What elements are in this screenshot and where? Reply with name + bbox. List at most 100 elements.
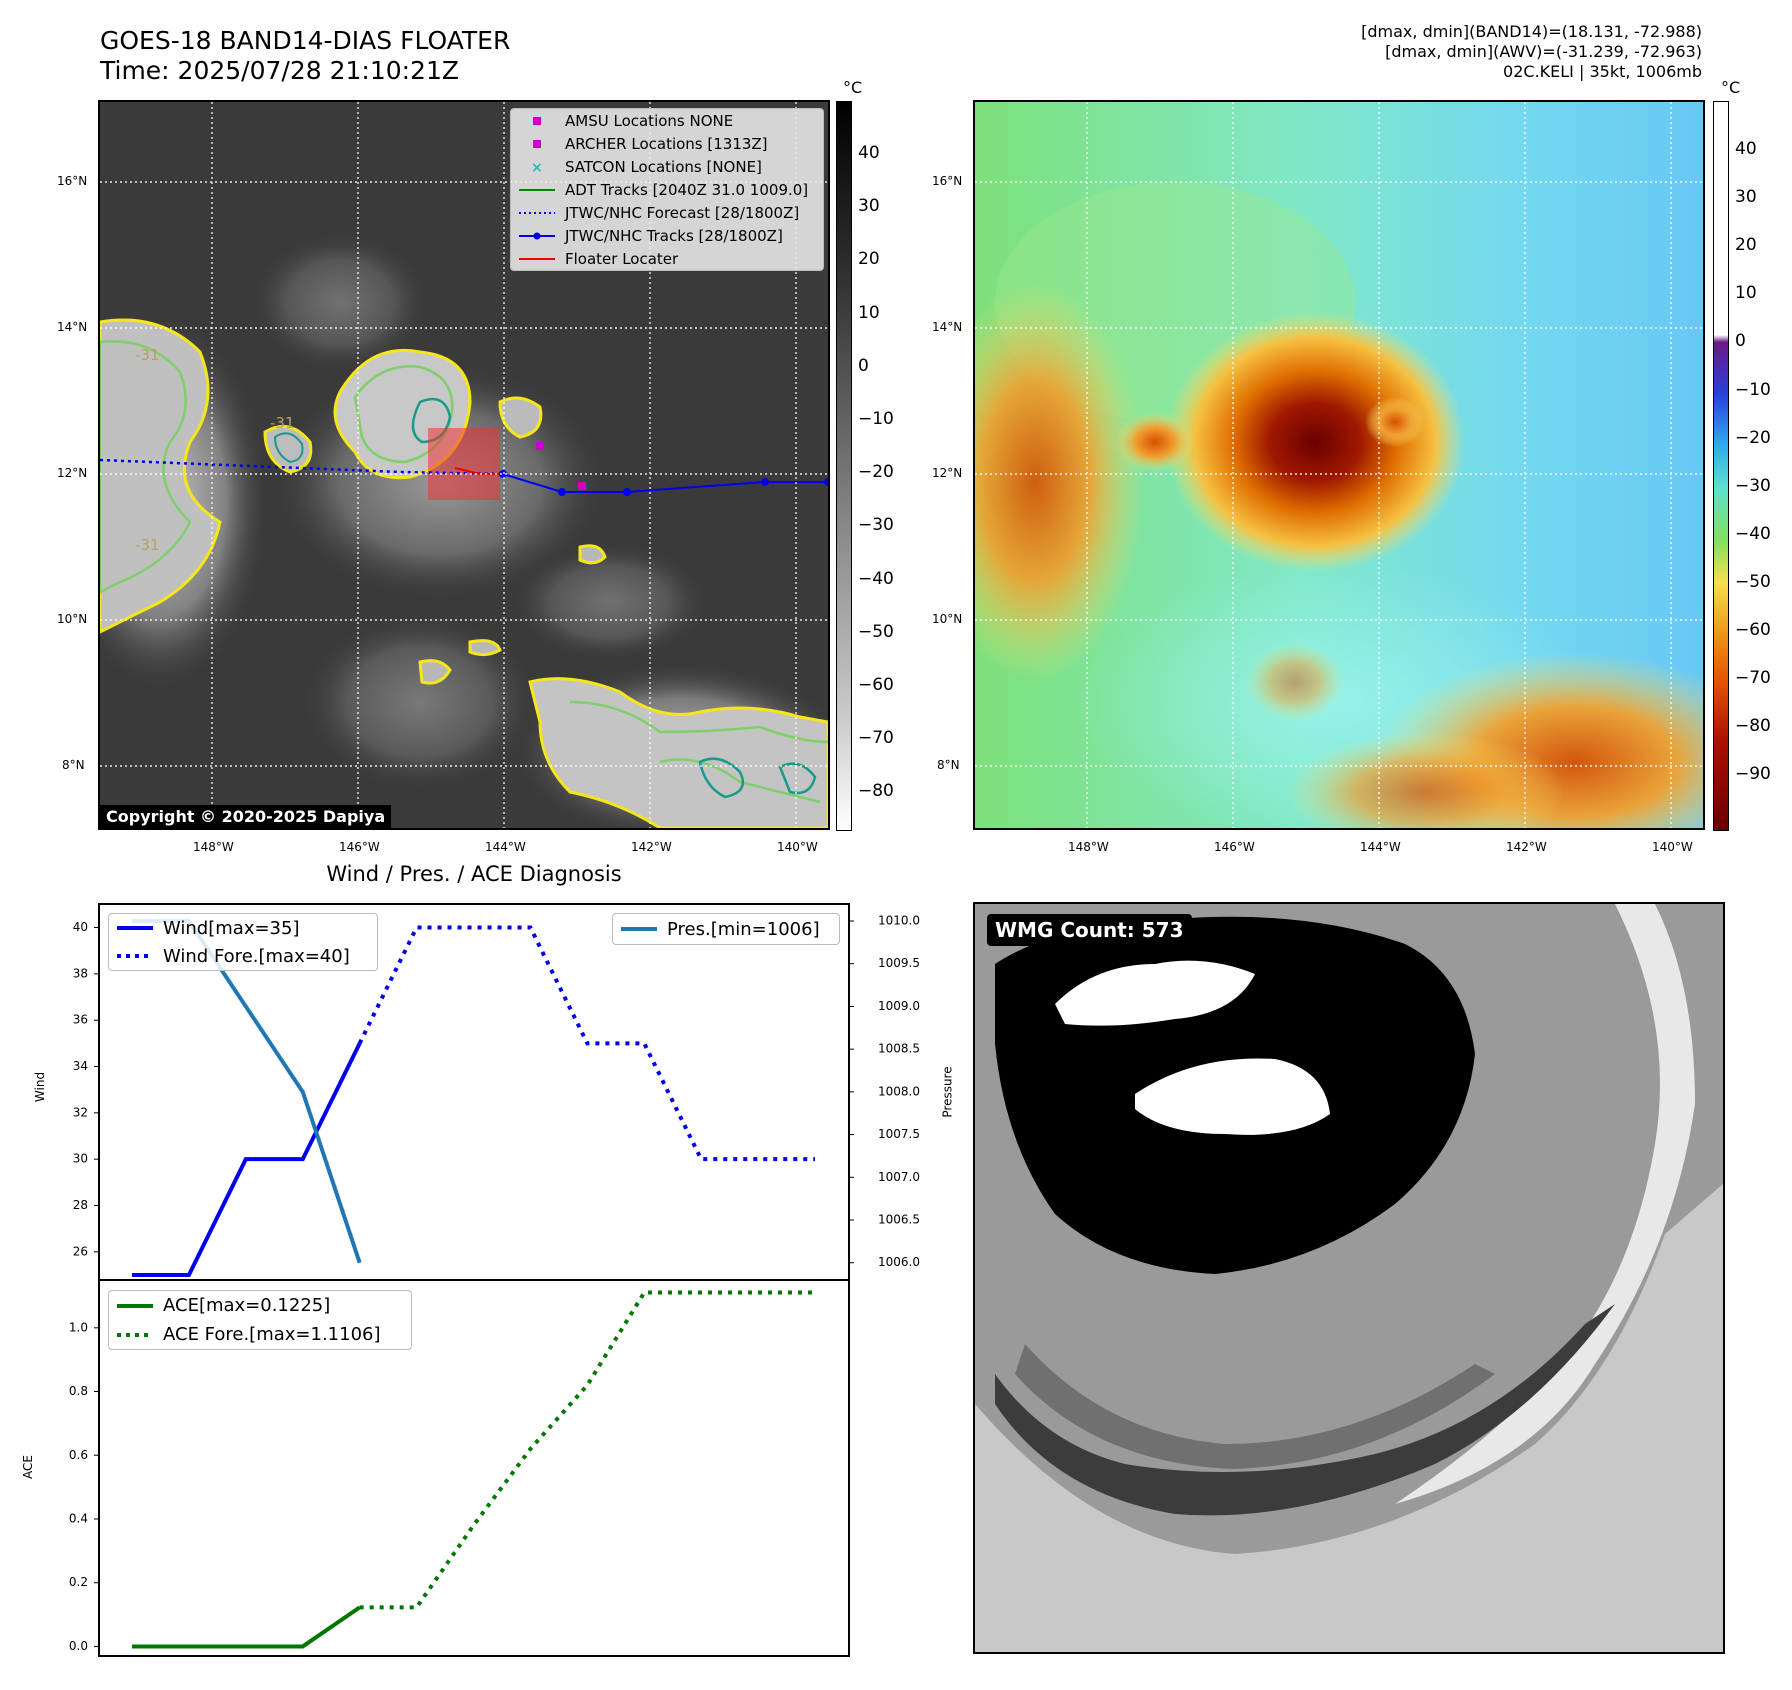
lat-label: 16°N bbox=[932, 174, 963, 188]
pres-tick-label: 1006.5 bbox=[878, 1213, 920, 1227]
ace-axes-frame bbox=[98, 1279, 850, 1657]
diag-title: Wind / Pres. / ACE Diagnosis bbox=[326, 862, 622, 886]
legend-ace-fore-label: ACE Fore.[max=1.1106] bbox=[163, 1324, 381, 1345]
floater-box bbox=[428, 428, 500, 500]
ir-map-panel: -31 -31 -31 AMSU Locations NONE ARCHER Lo… bbox=[98, 100, 830, 830]
archer-marker bbox=[536, 442, 544, 450]
legend-entry: ARCHER Locations [1313Z] bbox=[511, 132, 823, 155]
archer-marker bbox=[578, 482, 586, 490]
colorbar-unit: °C bbox=[843, 78, 863, 97]
legend-ace-fore-line bbox=[117, 1332, 153, 1337]
wind-ticks: 40 38 36 34 32 30 28 26 bbox=[73, 920, 99, 1258]
lon-label: 142°W bbox=[631, 840, 672, 854]
ace-legend: ACE[max=0.1225] ACE Fore.[max=1.1106] bbox=[108, 1290, 412, 1350]
colorbar-tick: 0 bbox=[858, 355, 869, 376]
colorbar-tick: −30 bbox=[858, 515, 894, 536]
lat-label: 14°N bbox=[932, 320, 963, 334]
color-map-panel bbox=[973, 100, 1705, 830]
lon-label: 146°W bbox=[339, 840, 380, 854]
colorbar-tick: 10 bbox=[858, 302, 880, 323]
lon-label: 146°W bbox=[1214, 840, 1255, 854]
legend-marker bbox=[519, 188, 555, 191]
legend-marker: × bbox=[531, 160, 543, 174]
colorbar-tick: −50 bbox=[1735, 571, 1771, 592]
wmg-count-label: WMG Count: 573 bbox=[987, 914, 1192, 946]
colorbar-tick: 0 bbox=[1735, 331, 1746, 352]
colorbar-tick: 40 bbox=[1735, 139, 1757, 159]
copyright: Copyright © 2020-2025 Dapiya bbox=[100, 805, 392, 828]
wmg-panel: WMG Count: 573 bbox=[973, 902, 1725, 1654]
pres-tick-label: 1006.0 bbox=[878, 1255, 920, 1269]
contour-label: -31 bbox=[135, 536, 160, 554]
colorbar-tick: 30 bbox=[1735, 187, 1757, 208]
legend-wind-fore-label: Wind Fore.[max=40] bbox=[163, 945, 350, 967]
colorbar-tick: −80 bbox=[1735, 716, 1771, 737]
ace-tick-label: 0.0 bbox=[69, 1639, 88, 1653]
lat-label: 8°N bbox=[937, 758, 960, 772]
colorbar-tick: −20 bbox=[1735, 427, 1771, 448]
legend-label: AMSU Locations NONE bbox=[565, 111, 734, 130]
lon-label: 140°W bbox=[1652, 840, 1693, 854]
pres-tick-label: 1009.5 bbox=[878, 956, 920, 970]
info-storm: 02C.KELI | 35kt, 1006mb bbox=[1503, 62, 1702, 81]
lat-label: 14°N bbox=[57, 320, 88, 334]
lat-label: 10°N bbox=[932, 612, 963, 626]
lat-label: 12°N bbox=[932, 466, 963, 480]
colorbar-tick: 20 bbox=[858, 249, 880, 270]
ace-line bbox=[132, 1605, 361, 1649]
colorbar-tick: −70 bbox=[858, 728, 894, 749]
lon-label: 144°W bbox=[485, 840, 526, 854]
info-band14: [dmax, dmin](BAND14)=(18.131, -72.988) bbox=[1361, 22, 1702, 41]
wind-forecast-line bbox=[357, 925, 815, 1162]
pres-tick-label: 1008.5 bbox=[878, 1042, 920, 1056]
legend-label: JTWC/NHC Forecast [28/1800Z] bbox=[565, 203, 800, 222]
wind-line bbox=[132, 1042, 362, 1277]
legend-entry: ADT Tracks [2040Z 31.0 1009.0] bbox=[511, 178, 823, 201]
wind-legend: Wind[max=35] Wind Fore.[max=40] bbox=[108, 913, 378, 971]
legend-label: SATCON Locations [NONE] bbox=[565, 157, 762, 176]
legend-marker bbox=[519, 232, 555, 239]
lat-label: 16°N bbox=[57, 174, 88, 188]
legend-entry: Floater Locater bbox=[511, 247, 823, 270]
pres-tick-label: 1010.0 bbox=[878, 914, 920, 928]
colorbar-tick: −30 bbox=[1735, 475, 1771, 496]
wind-tick-label: 38 bbox=[73, 966, 88, 980]
legend-pres-line bbox=[621, 927, 657, 931]
colorbar-tick: −40 bbox=[858, 568, 894, 589]
legend-label: Floater Locater bbox=[565, 249, 679, 268]
lon-label: 148°W bbox=[1068, 840, 1109, 854]
ace-tick-label: 0.4 bbox=[69, 1511, 88, 1525]
lon-label: 140°W bbox=[777, 840, 818, 854]
legend-entry: × SATCON Locations [NONE] bbox=[511, 155, 823, 178]
colorbar-tick: −60 bbox=[858, 675, 894, 695]
legend-marker bbox=[533, 116, 541, 125]
colorbar-tick: −90 bbox=[1735, 764, 1771, 785]
pressure-line bbox=[132, 919, 362, 1264]
colorbar-tick: −10 bbox=[858, 409, 894, 429]
colorbar-right bbox=[1713, 101, 1729, 831]
legend-wind-line bbox=[117, 926, 153, 930]
pres-legend: Pres.[min=1006] bbox=[612, 913, 840, 945]
ace-tick-label: 0.8 bbox=[69, 1384, 88, 1398]
pres-tick-label: 1008.0 bbox=[878, 1084, 920, 1098]
colorbar-tick: −10 bbox=[1735, 379, 1771, 400]
wind-tick-label: 28 bbox=[73, 1198, 88, 1212]
color-map-image bbox=[975, 102, 1703, 828]
lon-label: 142°W bbox=[1506, 840, 1547, 854]
legend-label: ADT Tracks [2040Z 31.0 1009.0] bbox=[565, 180, 809, 199]
chart-title: GOES-18 BAND14-DIAS FLOATER bbox=[100, 26, 511, 55]
legend-entry: JTWC/NHC Tracks [28/1800Z] bbox=[511, 224, 823, 247]
contour-label: -31 bbox=[270, 414, 295, 432]
pres-tick-label: 1007.5 bbox=[878, 1127, 920, 1141]
wind-tick-label: 26 bbox=[73, 1244, 88, 1258]
legend-marker bbox=[519, 211, 555, 214]
legend-marker bbox=[519, 257, 555, 260]
colorbar-left bbox=[836, 101, 852, 831]
ace-forecast-line bbox=[359, 1290, 815, 1610]
legend-ace-label: ACE[max=0.1225] bbox=[163, 1295, 331, 1316]
colorbar-tick: 20 bbox=[1735, 235, 1757, 256]
lon-label: 148°W bbox=[193, 840, 234, 854]
jtwc-track-points bbox=[499, 470, 828, 496]
wind-tick-label: 40 bbox=[73, 920, 88, 934]
ace-ticks: 1.0 0.8 0.6 0.4 0.2 0.0 bbox=[69, 1320, 99, 1653]
